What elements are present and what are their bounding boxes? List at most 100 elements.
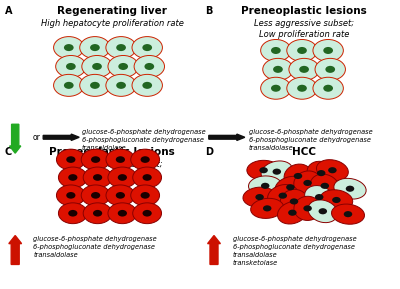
- Circle shape: [66, 156, 76, 163]
- Circle shape: [328, 167, 337, 173]
- Circle shape: [323, 47, 333, 54]
- Ellipse shape: [332, 204, 364, 224]
- Circle shape: [91, 156, 100, 163]
- Circle shape: [344, 211, 352, 217]
- Text: C: C: [5, 147, 12, 158]
- Ellipse shape: [243, 187, 276, 207]
- Ellipse shape: [280, 189, 308, 214]
- Circle shape: [286, 184, 295, 190]
- Circle shape: [134, 55, 164, 77]
- Text: D: D: [205, 147, 213, 158]
- Circle shape: [313, 40, 343, 62]
- Circle shape: [118, 63, 128, 70]
- Circle shape: [259, 167, 268, 173]
- Text: HCC: HCC: [292, 147, 316, 158]
- Text: glucose-6-phosphate dehydrogenase
6-phosphogluconate dehydrogenase
transaldolase: glucose-6-phosphate dehydrogenase 6-phos…: [233, 236, 356, 266]
- FancyArrow shape: [209, 134, 245, 140]
- Circle shape: [273, 66, 283, 73]
- Ellipse shape: [247, 160, 280, 180]
- Circle shape: [118, 210, 127, 216]
- Text: Low proliferation rate: Low proliferation rate: [259, 30, 349, 39]
- Circle shape: [81, 185, 110, 206]
- Ellipse shape: [268, 185, 298, 207]
- Circle shape: [288, 210, 297, 216]
- Ellipse shape: [251, 198, 284, 218]
- Text: Preneoplastic lesions: Preneoplastic lesions: [241, 6, 367, 16]
- Circle shape: [56, 55, 86, 77]
- Circle shape: [133, 167, 162, 188]
- Circle shape: [118, 174, 127, 181]
- Ellipse shape: [275, 176, 306, 198]
- Circle shape: [93, 210, 102, 216]
- Ellipse shape: [334, 178, 366, 199]
- Circle shape: [108, 167, 137, 188]
- Circle shape: [313, 77, 343, 99]
- Circle shape: [323, 85, 333, 92]
- Ellipse shape: [248, 176, 282, 196]
- Circle shape: [346, 186, 354, 192]
- Circle shape: [332, 197, 341, 203]
- Circle shape: [133, 203, 162, 224]
- Circle shape: [54, 74, 84, 96]
- Ellipse shape: [307, 161, 335, 185]
- Circle shape: [66, 63, 76, 70]
- Text: Regenerating liver: Regenerating liver: [57, 6, 167, 16]
- Circle shape: [132, 37, 162, 59]
- Circle shape: [116, 156, 125, 163]
- Circle shape: [92, 63, 102, 70]
- Circle shape: [80, 37, 110, 59]
- Circle shape: [261, 77, 291, 99]
- Circle shape: [132, 74, 162, 96]
- Circle shape: [90, 82, 100, 89]
- Circle shape: [116, 44, 126, 51]
- Circle shape: [294, 173, 302, 179]
- Circle shape: [116, 82, 126, 89]
- FancyArrow shape: [9, 236, 22, 264]
- Text: A: A: [5, 6, 12, 16]
- Circle shape: [81, 149, 110, 170]
- Circle shape: [272, 168, 281, 175]
- FancyArrow shape: [208, 236, 220, 264]
- Circle shape: [66, 192, 76, 199]
- Circle shape: [271, 47, 281, 54]
- Circle shape: [58, 203, 87, 224]
- Circle shape: [261, 40, 291, 62]
- Circle shape: [108, 203, 137, 224]
- Circle shape: [271, 85, 281, 92]
- Circle shape: [83, 167, 112, 188]
- Circle shape: [290, 198, 298, 205]
- Circle shape: [56, 185, 85, 206]
- Text: B: B: [205, 6, 212, 16]
- Text: High hepatocyte proliferation rate: High hepatocyte proliferation rate: [40, 19, 184, 28]
- Ellipse shape: [308, 200, 338, 223]
- Circle shape: [263, 58, 293, 80]
- Ellipse shape: [305, 186, 334, 209]
- FancyArrow shape: [43, 134, 79, 140]
- Circle shape: [320, 183, 329, 189]
- Circle shape: [299, 66, 309, 73]
- Circle shape: [131, 185, 160, 206]
- Ellipse shape: [284, 164, 312, 188]
- Circle shape: [315, 194, 324, 200]
- Circle shape: [255, 194, 264, 200]
- Circle shape: [108, 55, 138, 77]
- Circle shape: [289, 58, 319, 80]
- FancyArrow shape: [10, 124, 21, 153]
- Text: High proliferation rate: High proliferation rate: [66, 171, 158, 180]
- Circle shape: [56, 149, 85, 170]
- Ellipse shape: [278, 201, 307, 224]
- Circle shape: [317, 170, 326, 176]
- Circle shape: [106, 185, 135, 206]
- Circle shape: [80, 74, 110, 96]
- Circle shape: [106, 149, 135, 170]
- Circle shape: [58, 167, 87, 188]
- Ellipse shape: [294, 196, 321, 221]
- Circle shape: [93, 174, 102, 181]
- Circle shape: [131, 149, 160, 170]
- Text: Most aggressive subset;: Most aggressive subset;: [61, 160, 163, 168]
- Circle shape: [140, 156, 150, 163]
- Circle shape: [68, 174, 78, 181]
- Circle shape: [68, 210, 78, 216]
- Text: Less aggressive subset;: Less aggressive subset;: [254, 19, 354, 28]
- Circle shape: [315, 58, 346, 80]
